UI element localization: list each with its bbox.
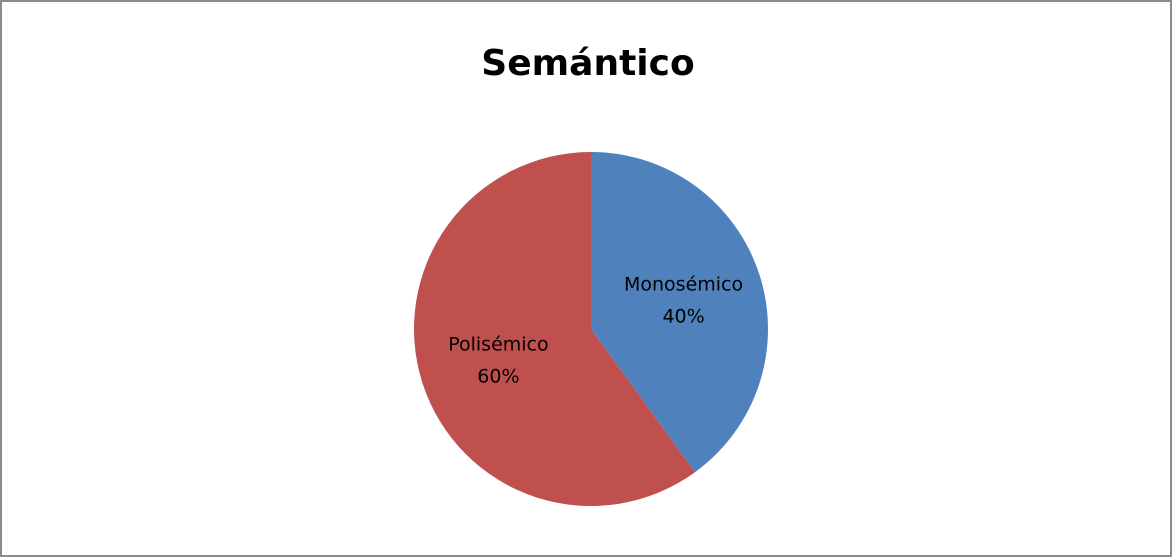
pie-slice (591, 152, 768, 473)
pie-slice (414, 152, 696, 506)
slice-value-label: 60% (477, 366, 519, 388)
chart-title: Semántico (481, 43, 694, 84)
slice-category-label: Monosémico (624, 273, 743, 295)
slice-category-label: Polisémico (448, 334, 548, 356)
slice-value-label: 40% (662, 305, 704, 327)
